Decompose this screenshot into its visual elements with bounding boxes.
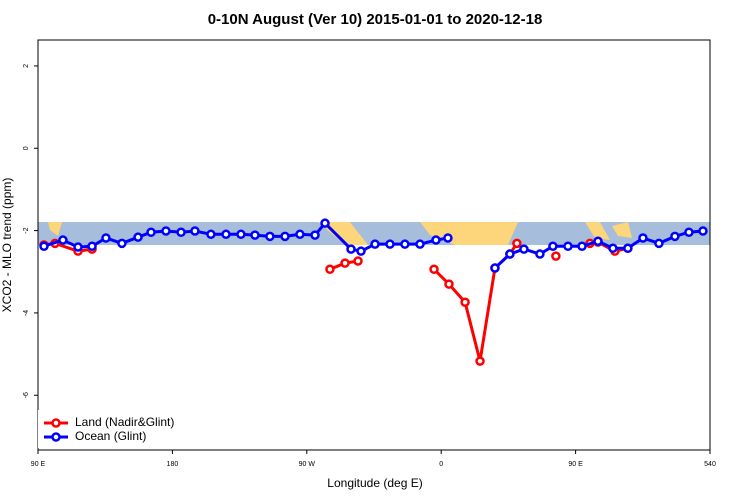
- data-point: [400, 239, 410, 249]
- data-point: [146, 227, 156, 237]
- legend-marker: [51, 418, 61, 428]
- data-point: [206, 229, 216, 240]
- data-point: [340, 258, 350, 268]
- data-point: [551, 251, 561, 261]
- data-point: [385, 239, 395, 249]
- data-point: [73, 242, 83, 252]
- data-point: [512, 238, 522, 249]
- data-point: [176, 227, 186, 237]
- data-point: [535, 249, 545, 259]
- data-point: [475, 356, 485, 366]
- data-point: [684, 227, 694, 237]
- legend-label: Land (Nadir&Glint): [75, 415, 174, 429]
- data-point: [320, 218, 330, 228]
- data-point: [221, 229, 231, 240]
- data-point: [236, 229, 246, 240]
- data-point: [117, 238, 127, 249]
- data-point: [190, 226, 200, 236]
- land-patch: [585, 222, 610, 240]
- y-tick-label: -6: [23, 392, 30, 398]
- data-point: [429, 264, 439, 275]
- data-point: [415, 239, 425, 249]
- y-tick-label: -2: [23, 227, 30, 233]
- data-point: [87, 241, 97, 251]
- y-axis-label: XCO2 - MLO trend (ppm): [0, 178, 14, 313]
- data-point: [505, 249, 515, 259]
- data-point: [577, 241, 587, 251]
- land-patch: [612, 222, 632, 238]
- x-tick-label: 540: [704, 461, 716, 468]
- data-point: [310, 230, 320, 240]
- data-point: [548, 241, 558, 251]
- data-point: [519, 244, 529, 254]
- y-tick-label: 0: [23, 146, 30, 150]
- data-point: [460, 297, 470, 307]
- data-point: [608, 243, 618, 254]
- x-tick-label: 90 E: [31, 461, 46, 468]
- ocean-band: [38, 222, 710, 245]
- data-point: [431, 235, 441, 245]
- chart-title: 0-10N August (Ver 10) 2015-01-01 to 2020…: [208, 11, 543, 28]
- series-line: [43, 220, 449, 253]
- data-point: [133, 232, 143, 242]
- data-point: [280, 231, 290, 242]
- y-tick-label: -4: [23, 310, 30, 316]
- data-point: [325, 264, 335, 275]
- legend-label: Ocean (Glint): [75, 429, 146, 443]
- data-point: [623, 243, 633, 254]
- data-point: [346, 244, 356, 254]
- data-point: [444, 279, 454, 289]
- x-tick-label: 90 E: [568, 461, 583, 468]
- y-tick-label: 2: [23, 64, 30, 68]
- data-point: [370, 239, 380, 249]
- legend-marker: [51, 432, 61, 442]
- x-tick-label: 0: [439, 461, 443, 468]
- data-point: [250, 230, 260, 240]
- plot-frame: [37, 39, 711, 451]
- data-point: [698, 226, 708, 236]
- data-point: [654, 238, 664, 249]
- data-point: [161, 226, 171, 236]
- data-point: [101, 233, 111, 243]
- data-point: [356, 246, 366, 256]
- data-point: [638, 233, 648, 243]
- data-point: [593, 236, 603, 247]
- data-point: [39, 241, 49, 251]
- data-point: [563, 241, 573, 251]
- data-point: [295, 229, 305, 240]
- x-tick-label: 90 W: [299, 461, 316, 468]
- data-point: [58, 235, 68, 245]
- data-point: [265, 231, 275, 242]
- x-tick-label: 180: [167, 461, 179, 468]
- data-point: [443, 233, 453, 243]
- data-point: [670, 231, 680, 242]
- data-point: [353, 256, 363, 266]
- legend: [38, 410, 188, 448]
- data-point: [490, 263, 500, 273]
- land-patch: [48, 222, 62, 236]
- x-axis-label: Longitude (deg E): [327, 476, 422, 490]
